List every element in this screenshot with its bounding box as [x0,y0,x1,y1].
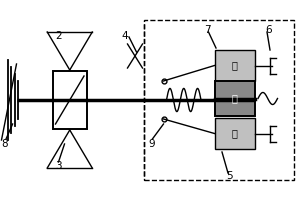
Text: 6: 6 [265,25,272,35]
Bar [214,118,255,149]
Text: 源: 源 [232,60,238,71]
Bar [214,50,255,81]
Text: 4: 4 [121,31,128,41]
Bar [144,20,294,180]
Text: 9: 9 [148,139,155,149]
Text: 8: 8 [1,139,8,149]
Text: 5: 5 [226,171,233,181]
Text: 栊: 栊 [232,94,238,104]
Bar [214,81,255,116]
Bar [52,71,87,129]
Text: 3: 3 [55,161,62,171]
Text: 7: 7 [204,25,210,35]
Text: 漏: 漏 [232,129,238,138]
Text: 2: 2 [55,31,62,41]
